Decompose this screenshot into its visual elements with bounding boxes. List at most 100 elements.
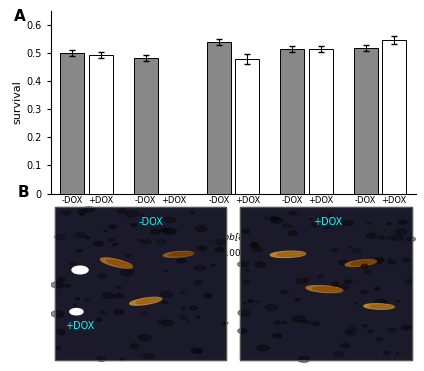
Circle shape	[282, 224, 290, 227]
Circle shape	[138, 335, 151, 341]
Circle shape	[324, 226, 331, 229]
Ellipse shape	[108, 260, 118, 264]
Text: (<0.001): (<0.001)	[139, 249, 180, 258]
Circle shape	[282, 321, 286, 324]
Circle shape	[250, 243, 259, 247]
Bar	[309, 49, 333, 194]
Ellipse shape	[351, 260, 377, 265]
Circle shape	[312, 224, 318, 227]
Circle shape	[374, 288, 380, 290]
Circle shape	[78, 210, 86, 214]
Circle shape	[204, 294, 212, 298]
Y-axis label: survival: survival	[12, 81, 22, 124]
Circle shape	[195, 350, 198, 352]
Circle shape	[398, 220, 407, 224]
Circle shape	[404, 280, 413, 283]
Ellipse shape	[323, 288, 334, 291]
Circle shape	[167, 253, 171, 255]
Circle shape	[177, 259, 186, 263]
Circle shape	[354, 303, 357, 304]
Circle shape	[366, 233, 377, 238]
Bar	[55, 207, 226, 360]
Ellipse shape	[130, 298, 162, 305]
Ellipse shape	[361, 265, 368, 269]
Circle shape	[364, 270, 371, 273]
Circle shape	[109, 225, 116, 228]
Circle shape	[387, 223, 391, 225]
Ellipse shape	[137, 300, 147, 303]
Circle shape	[361, 291, 367, 294]
Bar	[134, 58, 158, 194]
Bar	[240, 207, 412, 360]
Circle shape	[252, 247, 262, 252]
Circle shape	[70, 309, 83, 315]
Circle shape	[407, 237, 416, 241]
Circle shape	[388, 260, 396, 264]
Circle shape	[114, 309, 124, 314]
Circle shape	[290, 211, 297, 215]
Circle shape	[102, 293, 114, 298]
Text: (0.009): (0.009)	[217, 249, 250, 258]
Circle shape	[312, 322, 319, 325]
Circle shape	[248, 300, 254, 302]
Circle shape	[402, 325, 411, 330]
Circle shape	[302, 320, 309, 324]
Circle shape	[252, 243, 256, 244]
Circle shape	[295, 298, 300, 301]
Circle shape	[242, 229, 250, 233]
Circle shape	[376, 338, 383, 341]
Ellipse shape	[283, 253, 293, 256]
Circle shape	[368, 330, 373, 332]
Circle shape	[243, 280, 250, 283]
Bar	[354, 48, 377, 194]
Circle shape	[160, 228, 169, 232]
Circle shape	[72, 266, 88, 274]
Circle shape	[143, 354, 154, 359]
Circle shape	[195, 350, 201, 353]
Ellipse shape	[112, 261, 121, 265]
Circle shape	[60, 332, 64, 335]
Ellipse shape	[136, 298, 162, 304]
Circle shape	[288, 231, 298, 235]
Bar	[89, 55, 113, 194]
Circle shape	[254, 262, 265, 267]
Circle shape	[310, 219, 312, 220]
Circle shape	[339, 260, 349, 265]
Circle shape	[327, 214, 332, 216]
Circle shape	[120, 358, 125, 361]
Ellipse shape	[319, 288, 330, 291]
Circle shape	[108, 239, 114, 241]
Ellipse shape	[169, 252, 193, 256]
Circle shape	[298, 357, 310, 362]
Bar	[235, 59, 259, 194]
Circle shape	[58, 278, 65, 281]
Ellipse shape	[371, 305, 380, 308]
Circle shape	[165, 217, 176, 223]
Circle shape	[237, 329, 247, 333]
Ellipse shape	[364, 304, 394, 309]
Ellipse shape	[144, 299, 154, 302]
Circle shape	[179, 316, 187, 319]
Circle shape	[340, 344, 350, 348]
Circle shape	[372, 259, 382, 264]
Circle shape	[367, 222, 371, 224]
Ellipse shape	[378, 305, 387, 308]
Circle shape	[379, 236, 385, 239]
Bar	[207, 42, 231, 194]
Circle shape	[388, 328, 396, 332]
Circle shape	[181, 292, 185, 294]
Circle shape	[296, 279, 307, 283]
Circle shape	[223, 322, 228, 324]
Circle shape	[145, 299, 156, 303]
Circle shape	[340, 285, 348, 289]
Circle shape	[318, 275, 324, 278]
Circle shape	[98, 274, 106, 278]
Text: (0.17): (0.17)	[73, 249, 100, 258]
Bar	[61, 53, 84, 194]
Ellipse shape	[271, 251, 305, 257]
Circle shape	[150, 230, 160, 234]
Circle shape	[386, 306, 394, 310]
Circle shape	[190, 306, 198, 310]
Circle shape	[143, 240, 151, 244]
Circle shape	[115, 243, 118, 244]
